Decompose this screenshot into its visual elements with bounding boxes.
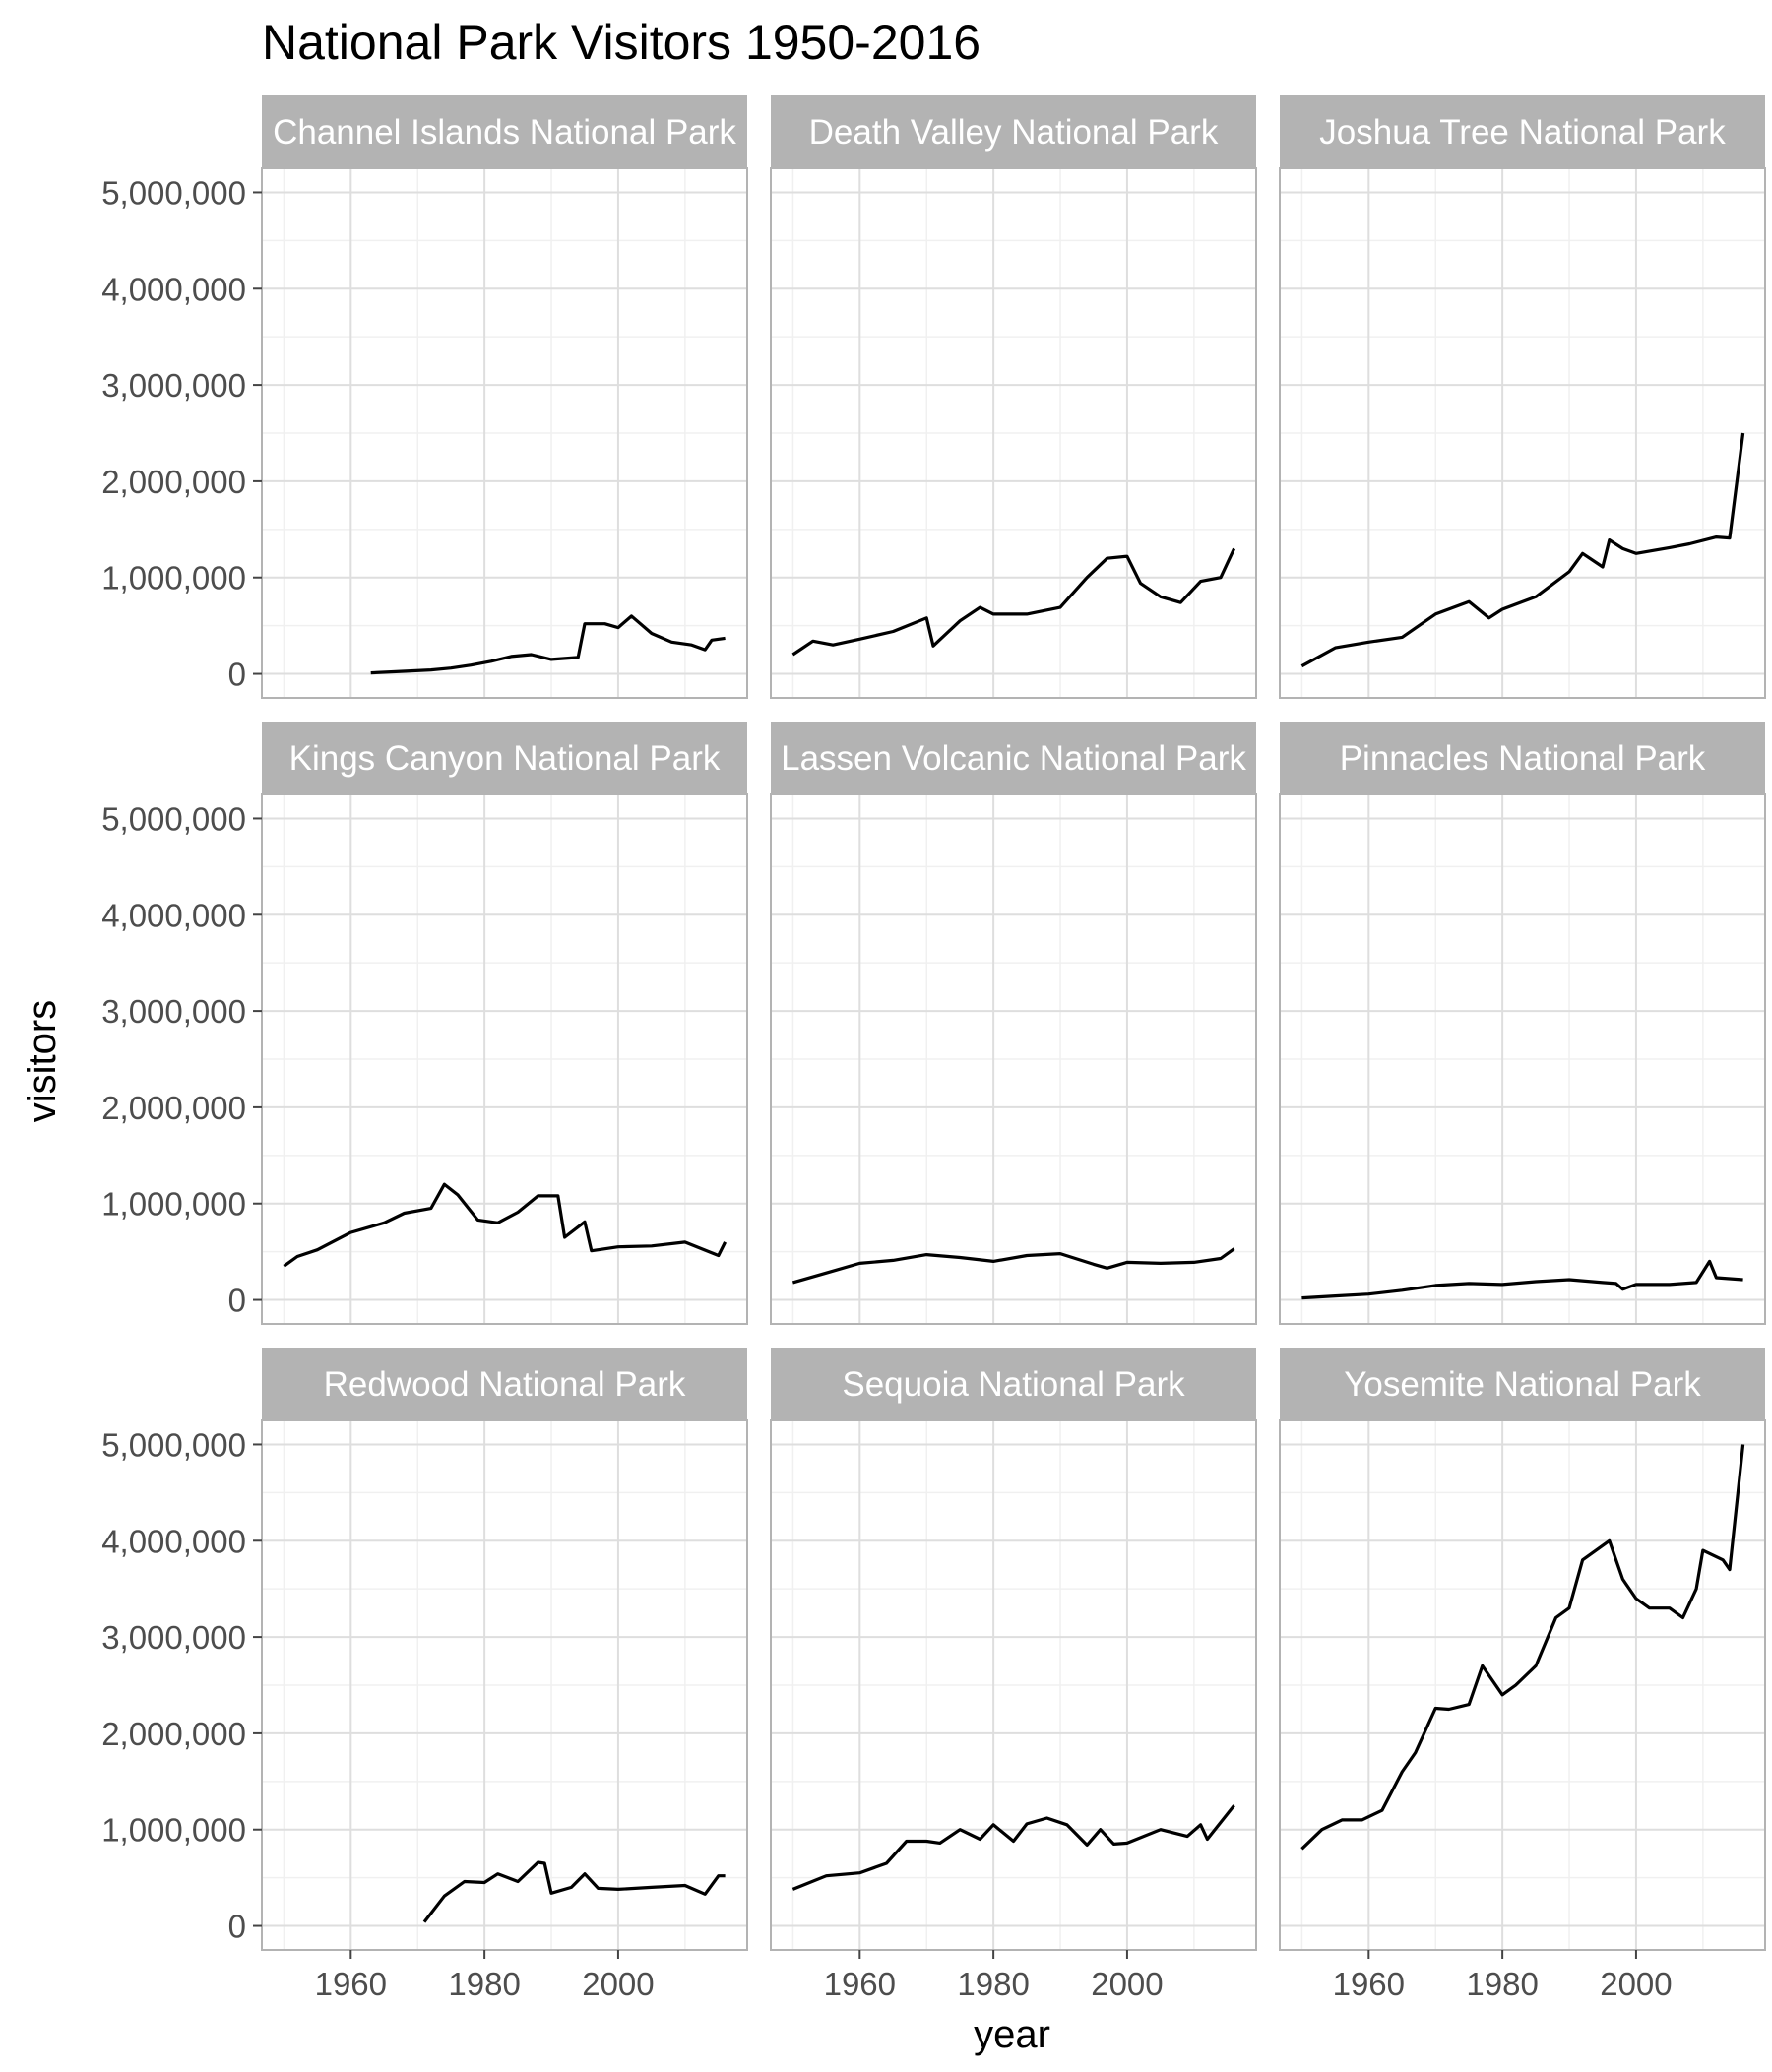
facet-strip [262, 1348, 747, 1420]
facet-panel: Lassen Volcanic National Park [770, 722, 1257, 1325]
facet-strip-label: Joshua Tree National Park [1319, 113, 1726, 152]
x-tick-label: 1980 [957, 1966, 1029, 2002]
x-tick-label: 1960 [824, 1966, 896, 2002]
facet-panel: Joshua Tree National Park [1279, 95, 1766, 699]
facet-strip [771, 1348, 1256, 1420]
series-line [422, 1860, 726, 1923]
y-axis-label: visitors [21, 1000, 64, 1122]
facet-strip-label: Lassen Volcanic National Park [781, 739, 1246, 778]
facet-strip [262, 95, 747, 168]
x-tick-label: 1960 [315, 1966, 387, 2002]
x-tick-label: 2000 [1600, 1966, 1672, 2002]
facet-panel: Pinnacles National Park [1279, 722, 1766, 1325]
facet-border [261, 1419, 748, 1951]
x-axis-label: year [974, 2013, 1050, 2056]
y-tick-label: 5,000,000 [101, 800, 246, 837]
facet-panel: Yosemite National Park 1960 1980 2000 [1279, 1348, 1766, 2002]
facet-strip [1280, 95, 1765, 168]
facet-strip [1280, 722, 1765, 794]
y-tick-label: 3,000,000 [101, 1619, 246, 1656]
y-tick-label: 5,000,000 [101, 1426, 246, 1463]
x-tick-label: 1980 [448, 1966, 520, 2002]
facet-border [261, 167, 748, 699]
facet-panel: Channel Islands National Park 0 1,000,000 2… [101, 95, 748, 699]
facet-border [770, 1419, 1257, 1951]
facet-strip-label: Kings Canyon National Park [289, 739, 721, 778]
facet-border [1279, 167, 1766, 699]
facet-strip [262, 722, 747, 794]
facet-strip [771, 95, 1256, 168]
y-tick-label: 0 [228, 1909, 246, 1945]
facet-panel: Kings Canyon National Park 0 1,000,000 2,00… [101, 722, 748, 1325]
series-line [791, 547, 1236, 657]
x-tick-label: 2000 [582, 1966, 654, 2002]
facet-strip-label: Sequoia National Park [842, 1365, 1185, 1404]
facet-border [1279, 1419, 1766, 1951]
y-tick-label: 1,000,000 [101, 1186, 246, 1223]
y-tick-label: 1,000,000 [101, 560, 246, 596]
series-line [791, 1804, 1235, 1891]
x-tick-label: 1980 [1466, 1966, 1538, 2002]
y-tick-label: 0 [228, 657, 246, 693]
y-tick-label: 5,000,000 [101, 174, 246, 211]
facet-strip-label: Redwood National Park [324, 1365, 686, 1404]
facet-strip-label: Death Valley National Park [809, 113, 1219, 152]
facet-strip-label: Yosemite National Park [1344, 1365, 1701, 1404]
y-tick-label: 4,000,000 [101, 271, 246, 307]
facet-panel: Sequoia National Park 1960 1980 2000 [770, 1348, 1257, 2002]
facets-layer: Channel Islands National Park 0 1,000,000 2… [101, 95, 1766, 2002]
y-tick-label: 4,000,000 [101, 1523, 246, 1559]
facet-border [1279, 793, 1766, 1325]
x-tick-label: 2000 [1091, 1966, 1163, 2002]
y-tick-label: 4,000,000 [101, 897, 246, 933]
y-tick-label: 2,000,000 [101, 464, 246, 500]
y-tick-label: 3,000,000 [101, 993, 246, 1030]
facet-border [770, 167, 1257, 699]
series-line [283, 1182, 728, 1268]
facet-border [261, 793, 748, 1325]
y-tick-label: 1,000,000 [101, 1812, 246, 1849]
facet-strip-label: Pinnacles National Park [1340, 739, 1706, 778]
y-tick-label: 2,000,000 [101, 1716, 246, 1752]
y-tick-label: 2,000,000 [101, 1090, 246, 1126]
facet-strip [771, 722, 1256, 794]
y-tick-label: 0 [228, 1283, 246, 1319]
x-tick-label: 1960 [1333, 1966, 1405, 2002]
series-line [370, 614, 726, 675]
facet-strip-label: Channel Islands National Park [273, 113, 736, 152]
y-tick-label: 3,000,000 [101, 367, 246, 404]
series-line [791, 1247, 1235, 1285]
facet-panel: Redwood National Park 0 1,000,000 2,000,000… [101, 1348, 748, 2002]
chart-title: National Park Visitors 1950-2016 [262, 15, 981, 70]
facet-border [770, 793, 1257, 1325]
facet-panel: Death Valley National Park [770, 95, 1257, 699]
series-line [1300, 432, 1745, 668]
series-line [1301, 1259, 1743, 1300]
series-line [1300, 1444, 1745, 1851]
facet-strip [1280, 1348, 1765, 1420]
